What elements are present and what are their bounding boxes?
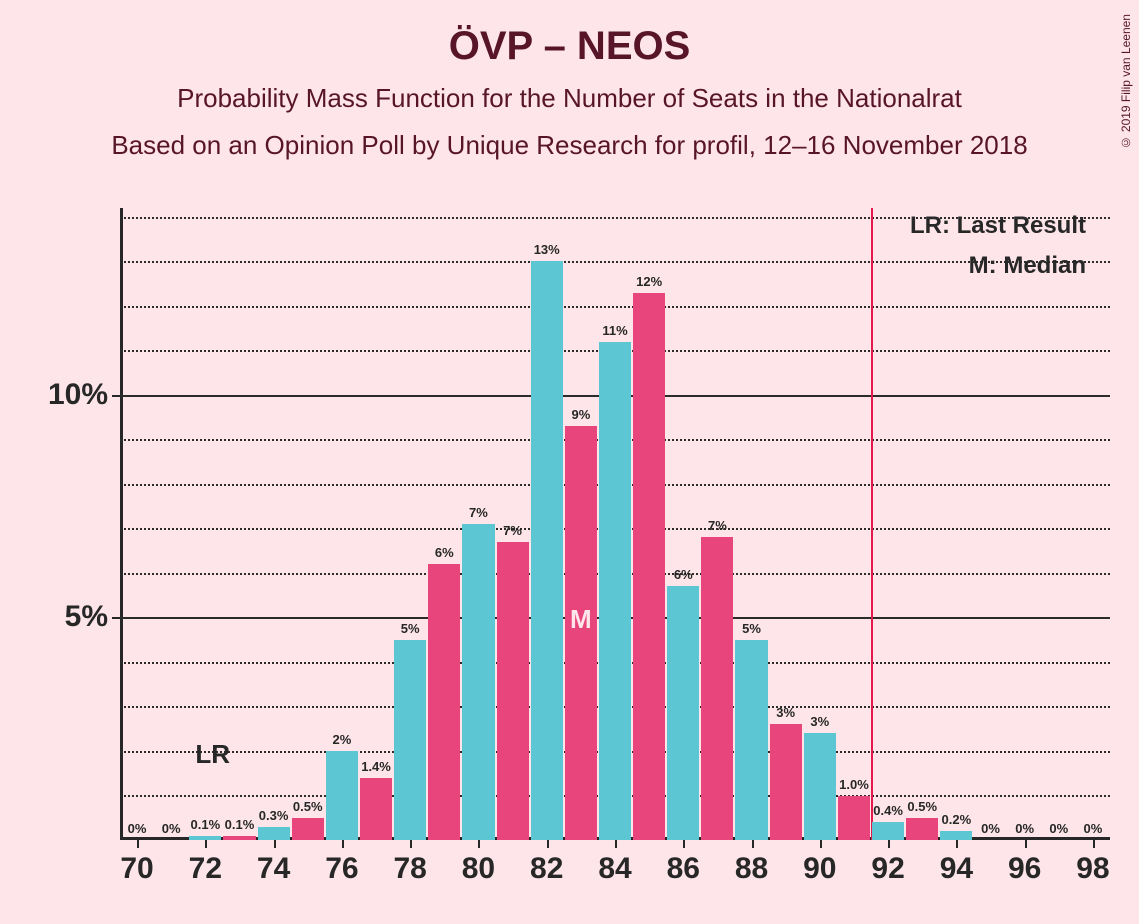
x-axis-tick [137, 840, 139, 848]
bar-value-label: 3% [810, 714, 829, 729]
bar [667, 586, 699, 840]
chart-subtitle-1: Probability Mass Function for the Number… [0, 83, 1139, 114]
x-axis-tick-label: 88 [735, 852, 768, 886]
chart-title: ÖVP – NEOS [0, 24, 1139, 69]
y-axis-tick-label: 10% [48, 378, 108, 412]
bar-value-label: 13% [534, 242, 560, 257]
x-axis-tick [478, 840, 480, 848]
bar-value-label: 0.3% [259, 808, 289, 823]
bar-value-label: 0% [1049, 821, 1068, 836]
bar-value-label: 6% [674, 567, 693, 582]
bar-value-label: 1.4% [361, 759, 391, 774]
bar-value-label: 0.5% [907, 799, 937, 814]
bar [531, 261, 563, 840]
bar-value-label: 5% [742, 621, 761, 636]
x-axis-tick-label: 96 [1008, 852, 1041, 886]
bar-value-label: 0% [162, 821, 181, 836]
x-axis-tick-label: 98 [1076, 852, 1109, 886]
bar [838, 796, 870, 841]
bar [462, 524, 494, 840]
x-axis-tick [956, 840, 958, 848]
bar [428, 564, 460, 840]
chart-container: ÖVP – NEOS Probability Mass Function for… [0, 0, 1139, 924]
bar [497, 542, 529, 840]
x-axis-tick [683, 840, 685, 848]
bar-value-label: 0.2% [942, 812, 972, 827]
x-axis-tick [888, 840, 890, 848]
y-axis-tick [112, 617, 120, 619]
bar [394, 640, 426, 840]
x-axis-tick [274, 840, 276, 848]
legend-median: M: Median [969, 252, 1086, 280]
x-axis-tick [615, 840, 617, 848]
x-axis-tick-label: 80 [462, 852, 495, 886]
reference-vertical-line [871, 208, 873, 840]
bar-value-label: 1.0% [839, 777, 869, 792]
x-axis-tick-label: 84 [598, 852, 631, 886]
bar [326, 751, 358, 840]
grid-line [120, 261, 1110, 263]
x-axis-tick [1025, 840, 1027, 848]
copyright-text: © 2019 Filip van Leenen [1119, 14, 1133, 149]
bar [735, 640, 767, 840]
bar [599, 342, 631, 840]
bar [292, 818, 324, 840]
x-axis-tick-label: 82 [530, 852, 563, 886]
y-axis-tick [112, 395, 120, 397]
bar [940, 831, 972, 840]
bar [701, 537, 733, 840]
x-axis-tick [752, 840, 754, 848]
bar-value-label: 7% [469, 505, 488, 520]
x-axis-tick-label: 90 [803, 852, 836, 886]
bar-value-label: 0% [128, 821, 147, 836]
bar [872, 822, 904, 840]
bar-value-label: 0.1% [191, 817, 221, 832]
bar [804, 733, 836, 840]
bar-value-label: 11% [602, 323, 627, 338]
bar-value-label: 0.4% [873, 803, 903, 818]
bar-value-label: 3% [776, 705, 795, 720]
x-axis-tick-label: 76 [325, 852, 358, 886]
x-axis-tick [547, 840, 549, 848]
bar-value-label: 0.1% [225, 817, 255, 832]
bar-value-label: 0% [1015, 821, 1034, 836]
bar [360, 778, 392, 840]
x-axis-tick [205, 840, 207, 848]
x-axis-tick [342, 840, 344, 848]
bar-value-label: 2% [332, 732, 351, 747]
x-axis-tick-label: 78 [393, 852, 426, 886]
last-result-annotation: LR [195, 739, 230, 770]
bar [223, 836, 255, 840]
chart-subtitle-2: Based on an Opinion Poll by Unique Resea… [0, 130, 1139, 161]
bar-value-label: 5% [401, 621, 420, 636]
bar [258, 827, 290, 840]
bar-value-label: 0% [981, 821, 1000, 836]
grid-line [120, 217, 1110, 219]
bar-value-label: 7% [708, 518, 727, 533]
bar [906, 818, 938, 840]
x-axis-tick [1093, 840, 1095, 848]
x-axis-tick-label: 70 [120, 852, 153, 886]
x-axis-tick-label: 74 [257, 852, 290, 886]
x-axis-tick-label: 94 [940, 852, 973, 886]
bar-value-label: 0% [1084, 821, 1103, 836]
grid-line [120, 306, 1110, 308]
bar-value-label: 7% [503, 523, 522, 538]
x-axis-tick [820, 840, 822, 848]
bar [770, 724, 802, 840]
x-axis-tick-label: 86 [667, 852, 700, 886]
bar-value-label: 6% [435, 545, 454, 560]
bar-value-label: 12% [636, 274, 662, 289]
bar-value-label: 9% [571, 407, 590, 422]
bar [633, 293, 665, 840]
x-axis-tick-label: 92 [871, 852, 904, 886]
bar [189, 836, 221, 840]
x-axis-tick [410, 840, 412, 848]
plot-area: LR: Last Result M: Median 5%10%707274767… [120, 208, 1110, 840]
y-axis-line [120, 208, 123, 840]
y-axis-tick-label: 5% [65, 600, 108, 634]
x-axis-tick-label: 72 [189, 852, 222, 886]
median-annotation: M [570, 604, 592, 635]
bar-value-label: 0.5% [293, 799, 323, 814]
